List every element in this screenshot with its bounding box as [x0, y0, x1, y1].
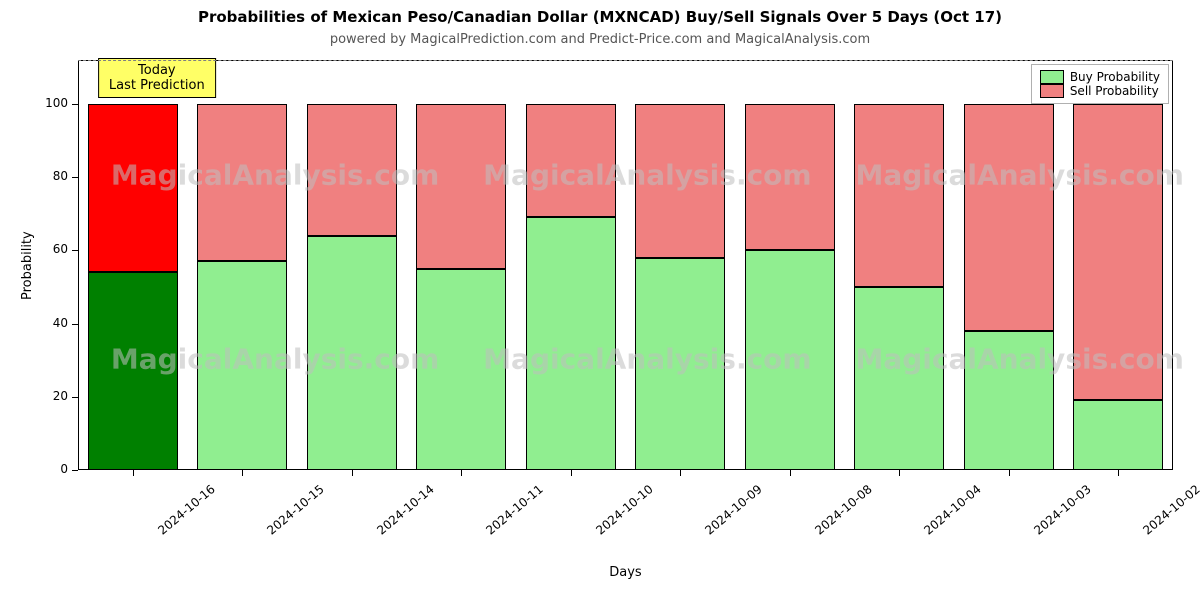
xtick-mark: [680, 470, 681, 476]
today-annotation: Today Last Prediction: [98, 58, 216, 98]
bar-buy: [635, 258, 725, 470]
xtick-mark: [352, 470, 353, 476]
xtick-mark: [461, 470, 462, 476]
bar-buy: [88, 272, 178, 470]
bar-sell: [307, 104, 397, 236]
bar-buy: [526, 217, 616, 470]
ytick-label: 20: [28, 389, 68, 403]
xtick-mark: [790, 470, 791, 476]
bar-buy: [1073, 400, 1163, 470]
bar-sell: [416, 104, 506, 269]
bar-sell: [964, 104, 1054, 331]
legend: Buy ProbabilitySell Probability: [1031, 64, 1169, 104]
ytick-label: 60: [28, 242, 68, 256]
ytick-label: 100: [28, 96, 68, 110]
xtick-mark: [1009, 470, 1010, 476]
xtick-label: 2024-10-14: [374, 482, 436, 538]
xtick-mark: [899, 470, 900, 476]
x-axis-label: Days: [78, 565, 1173, 580]
bar-sell: [635, 104, 725, 258]
ytick-mark: [72, 324, 78, 325]
bar-buy: [416, 269, 506, 470]
ytick-mark: [72, 397, 78, 398]
ytick-mark: [72, 250, 78, 251]
xtick-label: 2024-10-16: [155, 482, 217, 538]
xtick-label: 2024-10-15: [265, 482, 327, 538]
grid-line: [78, 60, 1173, 61]
xtick-label: 2024-10-11: [484, 482, 546, 538]
xtick-label: 2024-10-08: [812, 482, 874, 538]
ytick-mark: [72, 177, 78, 178]
bar-buy: [307, 236, 397, 470]
legend-swatch: [1040, 84, 1064, 98]
xtick-label: 2024-10-02: [1141, 482, 1200, 538]
bar-sell: [197, 104, 287, 261]
xtick-mark: [133, 470, 134, 476]
ytick-mark: [72, 104, 78, 105]
xtick-label: 2024-10-03: [1031, 482, 1093, 538]
xtick-mark: [571, 470, 572, 476]
ytick-label: 80: [28, 169, 68, 183]
chart-subtitle: powered by MagicalPrediction.com and Pre…: [0, 32, 1200, 47]
bar-buy: [854, 287, 944, 470]
legend-item: Buy Probability: [1040, 70, 1160, 84]
ytick-label: 40: [28, 316, 68, 330]
bar-sell: [1073, 104, 1163, 401]
chart-container: Probabilities of Mexican Peso/Canadian D…: [0, 0, 1200, 600]
bar-buy: [197, 261, 287, 470]
bar-buy: [964, 331, 1054, 470]
legend-item: Sell Probability: [1040, 84, 1160, 98]
xtick-label: 2024-10-10: [593, 482, 655, 538]
xtick-mark: [242, 470, 243, 476]
bar-sell: [88, 104, 178, 272]
bar-sell: [854, 104, 944, 287]
bar-sell: [526, 104, 616, 217]
bar-sell: [745, 104, 835, 250]
legend-swatch: [1040, 70, 1064, 84]
ytick-label: 0: [28, 462, 68, 476]
bar-buy: [745, 250, 835, 470]
xtick-label: 2024-10-09: [703, 482, 765, 538]
xtick-label: 2024-10-04: [922, 482, 984, 538]
ytick-mark: [72, 470, 78, 471]
legend-label: Sell Probability: [1070, 84, 1159, 98]
legend-label: Buy Probability: [1070, 70, 1160, 84]
chart-title: Probabilities of Mexican Peso/Canadian D…: [0, 8, 1200, 26]
xtick-mark: [1118, 470, 1119, 476]
